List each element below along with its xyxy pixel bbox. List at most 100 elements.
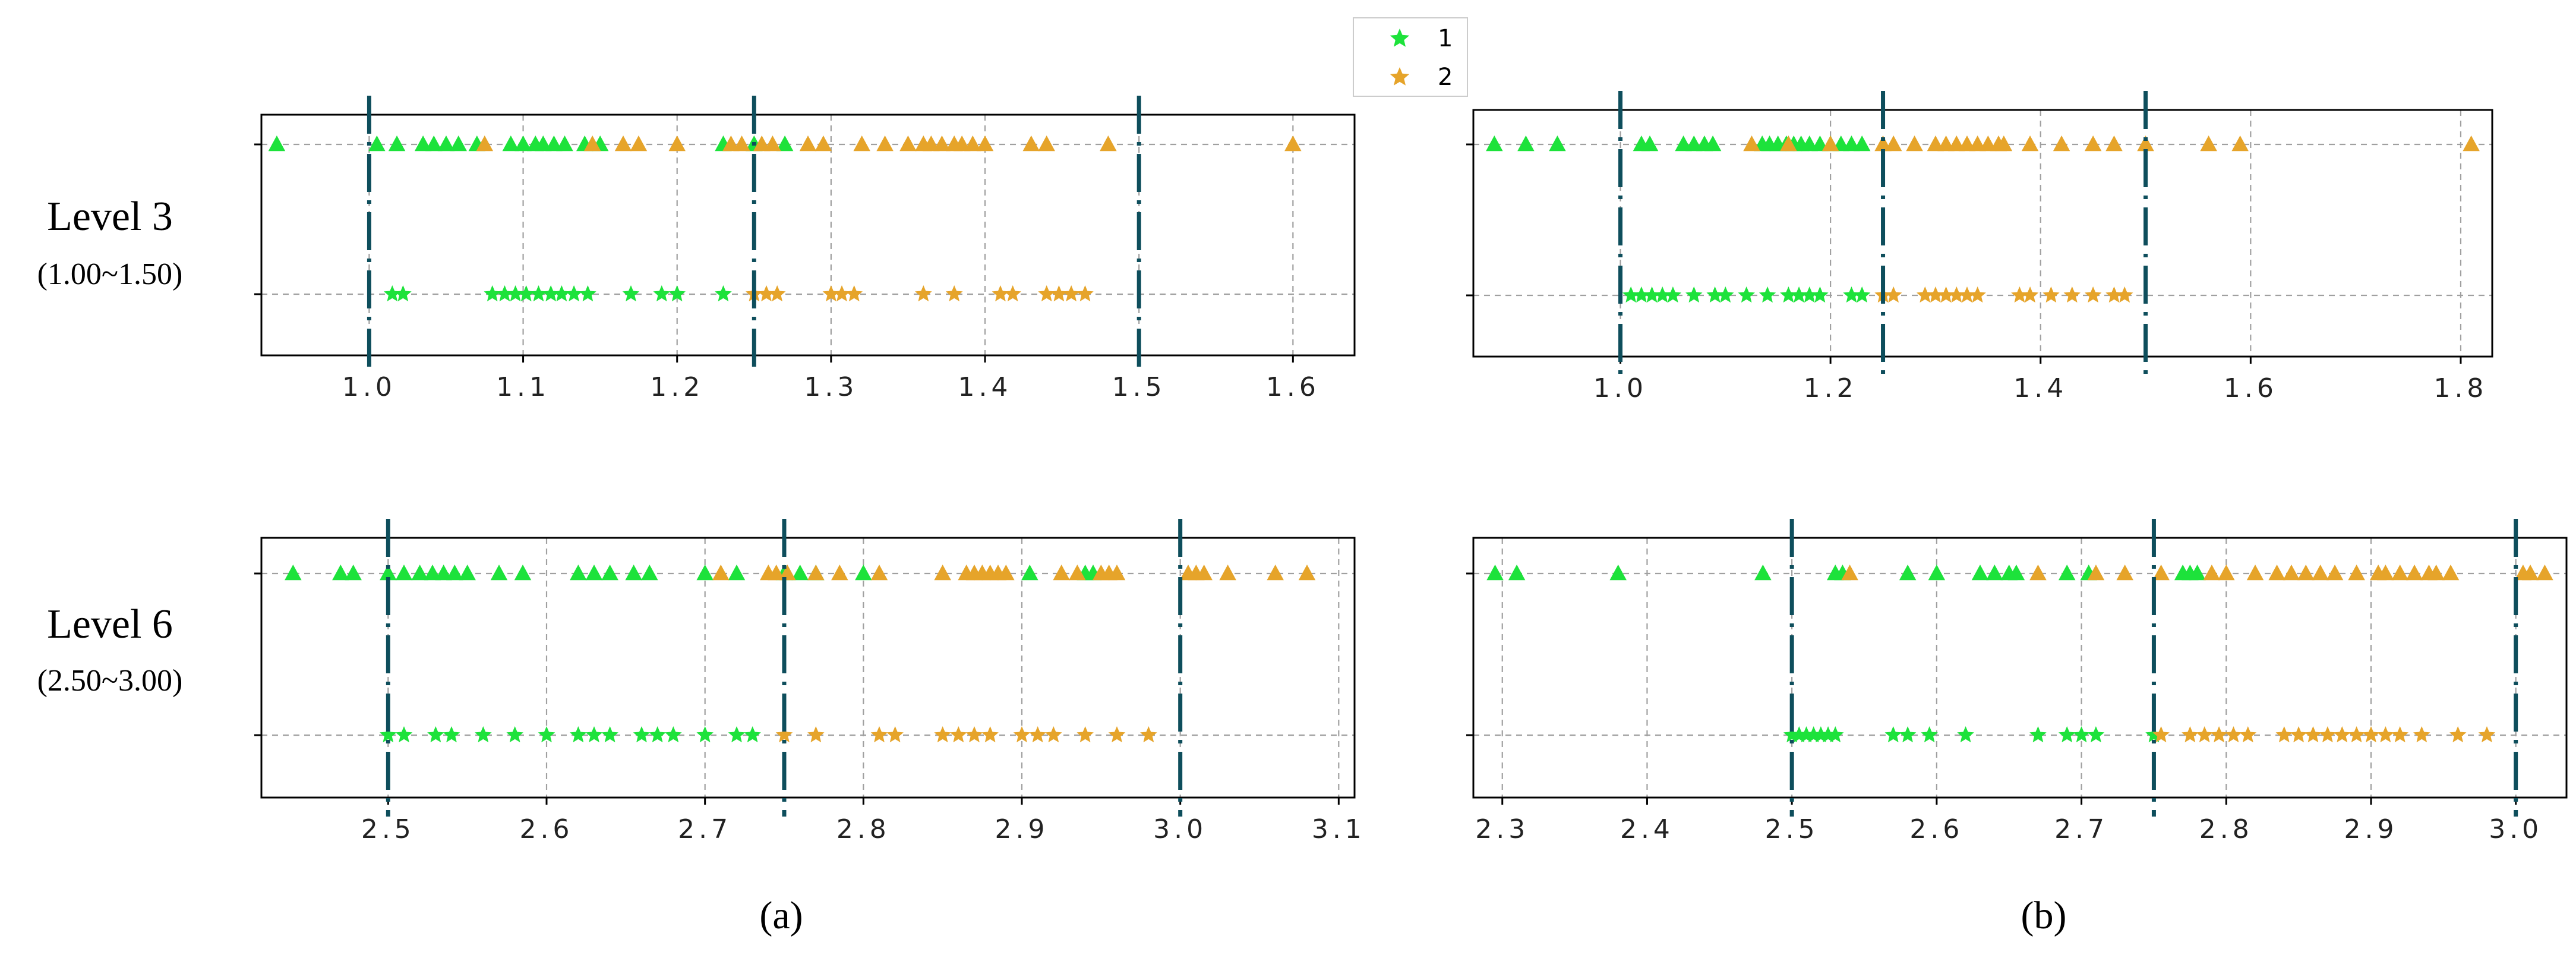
a-level6-triangle-class1 xyxy=(380,565,397,581)
b-level6-triangle-class2 xyxy=(2312,565,2329,581)
a-level6-triangle-class1 xyxy=(424,565,441,581)
a-level6-xtick-label: 2.8 xyxy=(836,814,891,844)
b-level3-triangle-class2 xyxy=(2021,135,2039,152)
a-level6-triangle-class1 xyxy=(601,565,618,581)
a-level6-star-class2 xyxy=(775,726,793,743)
a-level6-star-class1 xyxy=(475,726,492,743)
b-level3-star-class1 xyxy=(1843,286,1860,303)
a-level6-triangle-class2 xyxy=(1108,565,1126,581)
row-label-level3: Level 3 xyxy=(47,194,173,240)
a-level6-triangle-class1 xyxy=(641,565,658,581)
b-level6-xtick-label: 2.3 xyxy=(1475,814,1529,844)
a-level6-star-class1 xyxy=(538,726,555,743)
b-level6-triangle-class2 xyxy=(2268,565,2285,581)
a-level3-star-class1 xyxy=(530,285,547,302)
b-level3-star-class2 xyxy=(2043,286,2060,303)
b-level3-star-class2 xyxy=(1958,286,1976,303)
a-level6-star-class1 xyxy=(570,726,587,743)
a-level6-triangle-class2 xyxy=(768,565,785,581)
b-level3-triangle-class1 xyxy=(1549,135,1566,152)
a-level3-triangle-class2 xyxy=(923,135,940,152)
b-level6-star-class2 xyxy=(2210,726,2228,743)
b-level3-star-class1 xyxy=(1654,286,1671,303)
b-level3-star-class2 xyxy=(1885,286,1902,303)
a-level3-star-class1 xyxy=(653,285,671,302)
a-level3-triangle-class1 xyxy=(545,135,563,152)
a-level3-triangle-class1 xyxy=(437,135,455,152)
a-level6-star-class1 xyxy=(506,726,523,743)
row-range-level6: (2.50~3.00) xyxy=(37,664,183,698)
a-level3-star-class1 xyxy=(715,285,732,302)
a-level3-frame xyxy=(260,114,1356,357)
a-level6-triangle-class1 xyxy=(490,565,508,581)
b-level6-triangle-class1 xyxy=(1508,565,1526,581)
a-level3-triangle-class2 xyxy=(899,135,917,152)
a-level3-triangle-class2 xyxy=(1038,135,1055,152)
a-level3-star-class1 xyxy=(542,285,560,302)
a-level3-triangle-class2 xyxy=(630,135,648,152)
a-level6-triangle-class2 xyxy=(997,565,1015,581)
b-level6-xtick-label: 2.7 xyxy=(2054,814,2108,844)
a-level3-star-class1 xyxy=(484,285,501,302)
b-level3-triangle-class1 xyxy=(1704,135,1722,152)
b-level6-frame xyxy=(1472,537,2568,799)
b-level6-triangle-class1 xyxy=(1609,565,1627,581)
b-level3-star-class1 xyxy=(1717,286,1734,303)
b-level6-star-class2 xyxy=(2377,726,2394,743)
a-level6-triangle-class2 xyxy=(1195,565,1213,581)
a-level6-triangle-class1 xyxy=(625,565,642,581)
a-level3-star-class2 xyxy=(945,285,963,302)
a-level3-star-class1 xyxy=(622,285,640,302)
a-level6-star-class2 xyxy=(1140,726,1157,743)
b-level6-triangle-class2 xyxy=(2087,565,2105,581)
a-level6-triangle-class1 xyxy=(435,565,452,581)
a-level6-star-class1 xyxy=(380,726,397,743)
b-level3-star-class2 xyxy=(1948,286,1965,303)
b-level6-star-class2 xyxy=(2275,726,2293,743)
a-level3-triangle-class2 xyxy=(953,135,971,152)
b-level6-triangle-class2 xyxy=(2377,565,2394,581)
b-level3-star-class1 xyxy=(1643,286,1660,303)
a-level3-triangle-class2 xyxy=(1284,135,1302,152)
a-level3-triangle-class2 xyxy=(1022,135,1040,152)
b-level6-star-class2 xyxy=(2152,726,2170,743)
a-level6-star-class2 xyxy=(981,726,999,743)
a-level6-star-class2 xyxy=(870,726,888,743)
a-level6-triangle-class2 xyxy=(831,565,848,581)
a-level6-star-class1 xyxy=(601,726,618,743)
a-level6-star-class1 xyxy=(744,726,761,743)
b-level3-star-class2 xyxy=(2063,286,2081,303)
a-level6-triangle-class2 xyxy=(1298,565,1316,581)
b-level6-xtick-label: 2.8 xyxy=(2199,814,2253,844)
a-level3-triangle-class1 xyxy=(514,135,532,152)
a-level3-triangle-class2 xyxy=(722,135,740,152)
b-level6-star-class1 xyxy=(1957,726,1974,743)
b-level6-star-class2 xyxy=(2225,726,2242,743)
a-level6-triangle-class1 xyxy=(585,565,603,581)
b-level6-star-class2 xyxy=(2182,726,2199,743)
b-level6-star-class2 xyxy=(2348,726,2365,743)
b-level6-triangle-class2 xyxy=(2348,565,2365,581)
a-level3-star-class1 xyxy=(579,285,596,302)
b-level6-xtick-label: 2.5 xyxy=(1765,814,1819,844)
b-level6-triangle-class2 xyxy=(1841,565,1858,581)
a-level6-xtick-label: 3.0 xyxy=(1153,814,1207,844)
b-level6-triangle-class2 xyxy=(2203,565,2221,581)
b-level6-star-class2 xyxy=(2413,726,2430,743)
a-level3-xtick-label: 1.4 xyxy=(958,372,1012,402)
legend-label-2: 2 xyxy=(1438,64,1453,91)
b-level3-star-class2 xyxy=(2105,286,2123,303)
a-level3-triangle-class2 xyxy=(815,135,832,152)
b-level6-triangle-class2 xyxy=(2442,565,2460,581)
a-level6-triangle-class2 xyxy=(1053,565,1070,581)
b-level6-star-class1 xyxy=(1899,726,1917,743)
a-level3-triangle-class1 xyxy=(502,135,520,152)
a-level6-xtick-label: 3.1 xyxy=(1312,814,1366,844)
b-level3-triangle-class2 xyxy=(2105,135,2123,152)
b-level3-star-class1 xyxy=(1801,286,1818,303)
b-level6-star-class1 xyxy=(1827,726,1844,743)
a-level6-star-class2 xyxy=(807,726,825,743)
b-level3-star-class2 xyxy=(2116,286,2133,303)
a-level3-star-class2 xyxy=(845,285,863,302)
